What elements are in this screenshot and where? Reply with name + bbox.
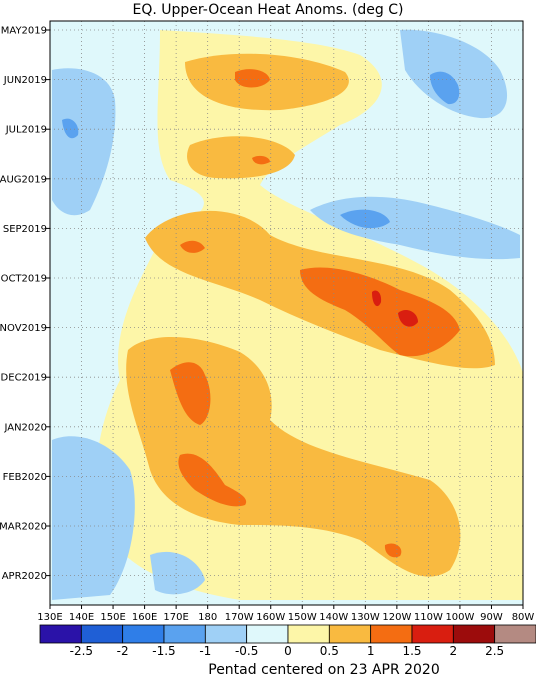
colorbar-label: -2.5: [70, 644, 93, 658]
y-tick-label: SEP2019: [3, 224, 47, 235]
footer-text: Pentad centered on 23 APR 2020: [208, 662, 440, 677]
anomaly-fields: [52, 29, 523, 600]
anomaly-region: [400, 29, 508, 119]
y-tick-label: MAR2020: [0, 522, 47, 533]
anomaly-region: [52, 436, 135, 600]
anomaly-region: [430, 71, 460, 105]
plot-frame: [49, 20, 524, 606]
x-tick-label: 150W: [288, 612, 317, 623]
colorbar-swatch: [246, 624, 289, 644]
colorbar-label: 2.5: [485, 644, 504, 658]
colorbar-swatch: [80, 624, 124, 644]
colorbar-label: 0.5: [320, 644, 339, 658]
x-tick-label: 130E: [37, 612, 62, 623]
colorbar-swatch: [494, 624, 536, 644]
colorbar-label: 2: [450, 644, 458, 658]
y-tick-label: APR2020: [2, 571, 47, 582]
colorbar-label: -1: [199, 644, 211, 658]
colorbar-swatch: [287, 624, 330, 644]
x-tick-label: 130W: [351, 612, 380, 623]
colorbar-swatch: [452, 624, 496, 644]
anomaly-region: [300, 267, 460, 357]
colorbar-label: 0: [284, 644, 292, 658]
colorbar-swatch: [122, 624, 165, 644]
anomaly-region: [180, 240, 205, 253]
x-tick-label: 90W: [480, 612, 503, 623]
x-tick-label: 110W: [414, 612, 443, 623]
anomaly-region: [372, 290, 382, 307]
anomaly-region: [150, 551, 205, 595]
colorbar-swatch: [39, 624, 82, 644]
x-tick-label: 140W: [319, 612, 348, 623]
x-tick-label: 180: [198, 612, 217, 623]
colorbar-label: 1.5: [402, 644, 421, 658]
x-tick-label: 140E: [69, 612, 94, 623]
colorbar-label: 1: [367, 644, 375, 658]
anomaly-region: [178, 453, 247, 507]
x-tick-label: 120W: [382, 612, 411, 623]
anomaly-region: [62, 118, 79, 139]
x-axis: 130E 140E 150E 160E 170E 180 170W 160W 150W 140W 1…: [37, 605, 534, 623]
colorbar-swatch: [163, 624, 206, 644]
x-tick-label: 160E: [132, 612, 157, 623]
chart-title: EQ. Upper-Ocean Heat Anoms. (deg C): [133, 2, 404, 18]
x-tick-label: 170W: [225, 612, 254, 623]
y-tick-label: FEB2020: [3, 472, 47, 483]
y-tick-label: JAN2020: [3, 422, 47, 433]
anomaly-region: [170, 362, 211, 425]
y-tick-label: JUL2019: [5, 125, 47, 136]
x-tick-label: 170E: [163, 612, 188, 623]
anomaly-region: [398, 309, 418, 327]
y-tick-label: JUN2019: [3, 75, 47, 86]
y-tick-label: DEC2019: [1, 373, 47, 384]
colorbar-swatch: [411, 624, 454, 644]
anomaly-region: [340, 209, 390, 229]
colorbar-label: -2: [117, 644, 129, 658]
anomaly-region: [187, 136, 295, 179]
x-tick-label: 100W: [445, 612, 474, 623]
colorbar-swatch: [204, 624, 248, 644]
anomaly-region: [235, 69, 270, 88]
y-tick-label: NOV2019: [0, 323, 47, 334]
y-tick-label: MAY2019: [1, 26, 47, 37]
colorbar-swatch: [328, 624, 372, 644]
grid-lines: [50, 21, 523, 605]
x-tick-label: 150E: [100, 612, 125, 623]
colorbar-label: -0.5: [235, 644, 258, 658]
colorbar-label: -1.5: [152, 644, 175, 658]
y-tick-label: AUG2019: [0, 174, 47, 185]
color-bar: -2.5 -2 -1.5 -1 -0.5 0 0.5 1 1.5 2 2.5: [39, 624, 536, 658]
anomaly-region: [52, 68, 116, 216]
x-tick-label: 80W: [512, 612, 535, 623]
x-tick-label: 160W: [256, 612, 285, 623]
anomaly-region: [252, 155, 270, 165]
colorbar-swatch: [370, 624, 413, 644]
y-tick-label: OCT2019: [1, 274, 47, 285]
y-axis: MAY2019 JUN2019 JUL2019 AUG2019 SEP2019 OCT20…: [0, 26, 50, 582]
